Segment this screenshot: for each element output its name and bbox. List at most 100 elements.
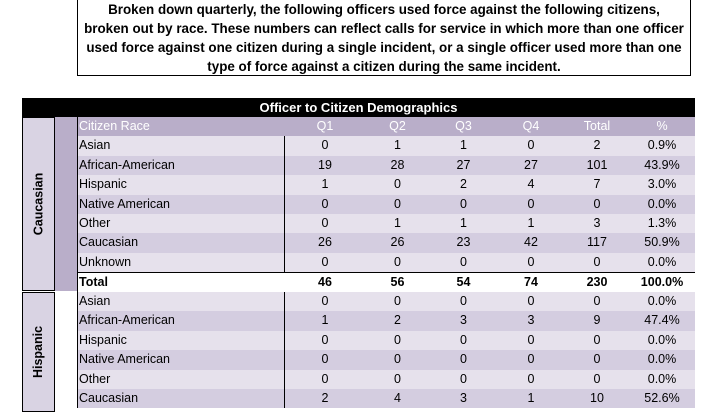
cell-race: Other bbox=[77, 213, 285, 234]
cell-q1: 0 bbox=[321, 215, 329, 230]
cell-race: Native American bbox=[77, 194, 285, 214]
cell-total: 117 bbox=[587, 235, 607, 250]
cell-race: Hispanic bbox=[77, 175, 285, 195]
cell-q2: 0 bbox=[394, 177, 401, 192]
cell-percent: 52.6% bbox=[644, 390, 680, 405]
cell-q2: 0 bbox=[394, 352, 401, 367]
cell-q4: 0 bbox=[527, 294, 535, 308]
table-row: African-American 1 2 3 3 9 47.4% bbox=[77, 311, 695, 331]
table-row: Asian 0 0 0 0 0 0.0% bbox=[77, 292, 695, 312]
table-row: Asian 0 1 1 0 2 0.9% bbox=[77, 136, 695, 156]
section-label-caucasian: Caucasian bbox=[22, 117, 55, 291]
cell-q1: 0 bbox=[321, 332, 329, 347]
table-row: Caucasian 26 26 23 42 117 50.9% bbox=[77, 233, 695, 253]
cell-q3: 0 bbox=[460, 196, 467, 211]
cell-q3: 3 bbox=[460, 390, 467, 405]
intro-text: Broken down quarterly, the following off… bbox=[84, 1, 684, 74]
cell-q4: 0 bbox=[527, 352, 535, 367]
cell-q2: 26 bbox=[390, 235, 405, 250]
cell-total: 0 bbox=[593, 254, 601, 269]
cell-race: Asian bbox=[77, 292, 285, 312]
cell-q3: 1 bbox=[460, 138, 467, 153]
table-row: Caucasian 2 4 3 1 10 52.6% bbox=[77, 388, 695, 409]
cell-q4: 1 bbox=[527, 390, 535, 405]
cell-q4: 0 bbox=[527, 254, 535, 269]
cell-total: 0 bbox=[593, 352, 601, 367]
table-row: Native American 0 0 0 0 0 0.0% bbox=[77, 350, 695, 370]
cell-percent: 50.9% bbox=[644, 235, 680, 250]
cell-total: 9 bbox=[593, 313, 601, 328]
cell-percent: 0.0% bbox=[647, 371, 677, 386]
table-row: Other 0 0 0 0 0 0.0% bbox=[77, 369, 695, 389]
cell-race: African-American bbox=[77, 155, 285, 176]
cell-q1: 0 bbox=[321, 254, 329, 269]
cell-race: African-American bbox=[77, 311, 285, 331]
cell-percent: 0.0% bbox=[647, 352, 677, 367]
cell-percent: 0.0% bbox=[647, 254, 677, 269]
cell-q1: 19 bbox=[318, 157, 332, 172]
cell-total: 2 bbox=[593, 138, 601, 153]
cell-race: Other bbox=[77, 369, 285, 389]
cell-q2: 28 bbox=[390, 157, 405, 172]
total-q4: 74 bbox=[524, 275, 538, 290]
cell-q1: 0 bbox=[321, 294, 329, 308]
cell-q2: 1 bbox=[394, 138, 401, 153]
section-label-hispanic: Hispanic bbox=[22, 292, 55, 412]
cell-total: 0 bbox=[593, 196, 601, 211]
cell-total: 0 bbox=[593, 332, 601, 347]
col-header-total: Total bbox=[583, 119, 611, 133]
table-row: Unknown 0 0 0 0 0 0.0% bbox=[77, 252, 695, 273]
cell-q4: 0 bbox=[527, 332, 535, 347]
cell-total: 7 bbox=[593, 177, 601, 192]
cell-q2: 0 bbox=[394, 196, 401, 211]
table-title: Officer to Citizen Demographics bbox=[22, 98, 695, 117]
cell-q4: 27 bbox=[524, 157, 538, 172]
cell-total: 0 bbox=[593, 371, 601, 386]
cell-q1: 2 bbox=[321, 390, 329, 405]
cell-q1: 0 bbox=[321, 138, 329, 153]
cell-total: 101 bbox=[586, 157, 608, 172]
cell-total: 10 bbox=[590, 390, 604, 405]
section-hispanic: Hispanic Asian 0 0 0 0 0 0.0% African-American 1… bbox=[22, 292, 695, 412]
column-header-row: Citizen Race Q1 Q2 Q3 Q4 Total % bbox=[77, 117, 695, 137]
table-row: Native American 0 0 0 0 0 0.0% bbox=[77, 194, 695, 214]
cell-q2: 2 bbox=[394, 313, 401, 328]
cell-q3: 0 bbox=[460, 254, 467, 269]
cell-q4: 42 bbox=[524, 235, 538, 250]
col-header-q3: Q3 bbox=[455, 119, 472, 133]
total-race: Total bbox=[77, 273, 285, 293]
col-header-q1: Q1 bbox=[316, 119, 334, 133]
cell-q4: 4 bbox=[527, 177, 535, 192]
section-rows: Citizen Race Q1 Q2 Q3 Q4 Total % Asian 0 1… bbox=[77, 117, 695, 295]
cell-q2: 0 bbox=[394, 254, 401, 269]
cell-race: Unknown bbox=[77, 252, 285, 273]
total-q2: 56 bbox=[390, 275, 405, 290]
cell-q4: 0 bbox=[527, 196, 535, 211]
cell-q2: 0 bbox=[394, 371, 401, 386]
col-header-q4: Q4 bbox=[522, 119, 540, 133]
cell-q4: 3 bbox=[527, 313, 535, 328]
cell-percent: 0.0% bbox=[647, 294, 677, 308]
total-percent: 100.0% bbox=[640, 275, 684, 290]
cell-q3: 0 bbox=[460, 294, 467, 308]
cell-q1: 0 bbox=[321, 352, 329, 367]
table-row: Hispanic 1 0 2 4 7 3.0% bbox=[77, 175, 695, 195]
cell-q1: 0 bbox=[321, 196, 329, 211]
cell-total: 3 bbox=[593, 215, 601, 230]
cell-q1: 1 bbox=[321, 177, 329, 192]
cell-q4: 0 bbox=[527, 371, 535, 386]
cell-q4: 1 bbox=[527, 215, 535, 230]
intro-text-box: Broken down quarterly, the following off… bbox=[77, 0, 691, 76]
cell-percent: 47.4% bbox=[644, 313, 680, 328]
cell-percent: 0.9% bbox=[647, 138, 677, 153]
cell-q2: 1 bbox=[394, 215, 401, 230]
cell-q2: 0 bbox=[394, 294, 401, 308]
cell-q3: 0 bbox=[460, 332, 467, 347]
cell-percent: 0.0% bbox=[647, 196, 677, 211]
total-total: 230 bbox=[586, 275, 608, 290]
cell-race: Native American bbox=[77, 350, 285, 370]
demographics-table: Officer to Citizen Demographics Caucasia… bbox=[22, 98, 695, 412]
table-row: Other 0 1 1 1 3 1.3% bbox=[77, 213, 695, 234]
cell-percent: 0.0% bbox=[647, 332, 677, 347]
cell-q3: 27 bbox=[456, 157, 471, 172]
